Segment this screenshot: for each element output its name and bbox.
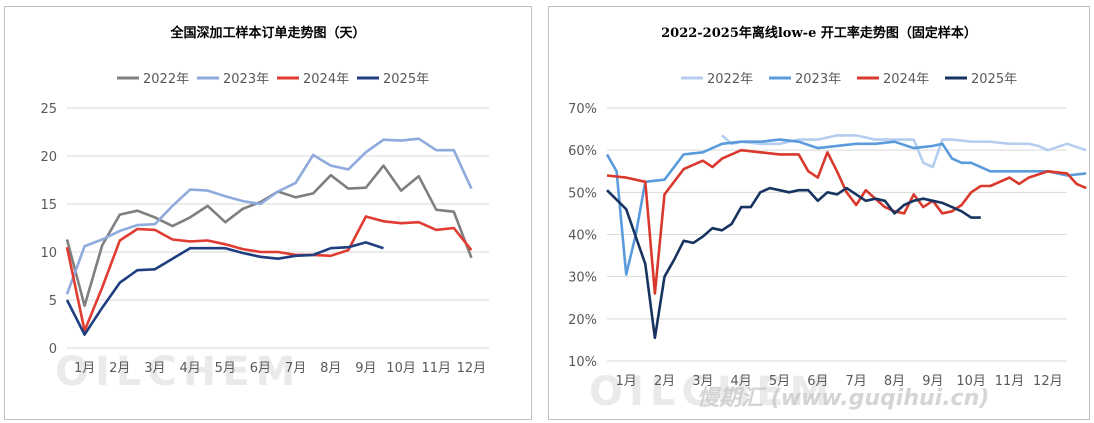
y-tick-label: 25 [40,102,57,117]
x-tick-label: 9月 [355,361,376,376]
x-tick-label: 1月 [74,361,95,376]
watermark-left: OILCHEM [55,349,301,395]
legend-label: 2025年 [971,72,1017,87]
x-ticks-orders: 1月 2月 3月 4月 5月 6月 7月 8月 9月 10月 11月 12月 [74,361,486,376]
chart-title-lowe: 2022-2025年离线low-e 开工率走势图（固定样本） [661,25,977,41]
x-tick-label: 8月 [884,374,905,389]
legend-label: 2024年 [303,72,349,87]
y-tick-label: 0 [49,342,57,357]
x-tick-label: 9月 [922,374,943,389]
chart-panel-orders: OILCHEM 全国深加工样本订单走势图（天） 2022年 2023年 2024年 2… [4,6,532,420]
y-tick-label: 50% [568,186,597,201]
x-tick-label: 12月 [457,361,487,376]
legend-label: 2022年 [707,72,753,87]
legend-label: 2025年 [383,72,429,87]
gridlines-orders [67,107,489,349]
y-tick-label: 70% [568,102,597,117]
legend-lowe: 2022年 2023年 2024年 2025年 [681,72,1017,87]
x-tick-label: 10月 [386,361,416,376]
x-tick-label: 5月 [769,374,790,389]
x-tick-label: 7月 [285,361,306,376]
series-lines-orders [65,137,473,336]
y-tick-label: 40% [568,229,597,244]
x-tick-label: 11月 [995,374,1025,389]
y-ticks-lowe: 10% 20% 30% 40% 50% 60% 70% [568,102,597,370]
series-line-2022 [721,134,1087,169]
x-tick-label: 4月 [731,374,752,389]
orders-chart-svg: OILCHEM 全国深加工样本订单走势图（天） 2022年 2023年 2024年 2… [40,25,489,395]
series-line-2023 [65,137,473,295]
chart-panel-lowe: OILCHEM 慢期汇 (www.guqihui.cn) 2022-2025年离… [548,6,1090,420]
x-tick-label: 6月 [250,361,271,376]
x-tick-label: 2月 [654,374,675,389]
gridlines-lowe [607,107,1067,362]
x-tick-label: 4月 [179,361,200,376]
x-tick-label: 3月 [144,361,165,376]
legend-label: 2022年 [143,72,189,87]
y-ticks-orders: 0 5 10 15 20 25 [40,102,57,357]
lowe-chart-svg: OILCHEM 慢期汇 (www.guqihui.cn) 2022-2025年离… [568,25,1087,415]
legend-label: 2024年 [883,72,929,87]
series-line-2024 [65,215,473,332]
x-tick-label: 1月 [616,374,637,389]
x-tick-label: 3月 [692,374,713,389]
x-tick-label: 5月 [215,361,236,376]
x-tick-label: 10月 [956,374,986,389]
x-tick-label: 7月 [846,374,867,389]
x-tick-label: 8月 [320,361,341,376]
x-ticks-lowe: 1月 2月 3月 4月 5月 6月 7月 8月 9月 10月 11月 12月 [616,374,1063,389]
y-tick-label: 5 [49,294,57,309]
watermark-right-logo: OILCHEM [589,369,835,415]
legend-label: 2023年 [795,72,841,87]
series-line-2025 [606,186,981,340]
watermark-right-site: 慢期汇 (www.guqihui.cn) [697,386,989,411]
series-line-2024 [606,148,1087,295]
y-tick-label: 60% [568,144,597,159]
legend-label: 2023年 [223,72,269,87]
series-line-2023 [605,138,1087,276]
y-tick-label: 30% [568,271,597,286]
x-tick-label: 12月 [1033,374,1063,389]
y-tick-label: 20 [40,150,57,165]
x-tick-label: 2月 [109,361,130,376]
y-tick-label: 20% [568,313,597,328]
y-tick-label: 10% [568,355,597,370]
y-tick-label: 10 [40,246,57,261]
x-tick-label: 11月 [421,361,451,376]
chart-title-orders: 全国深加工样本订单走势图（天） [169,25,365,41]
series-line-2025 [65,241,384,336]
y-tick-label: 15 [40,198,57,213]
series-lines-lowe [605,134,1087,340]
legend-orders: 2022年 2023年 2024年 2025年 [117,72,429,87]
x-tick-label: 6月 [807,374,828,389]
